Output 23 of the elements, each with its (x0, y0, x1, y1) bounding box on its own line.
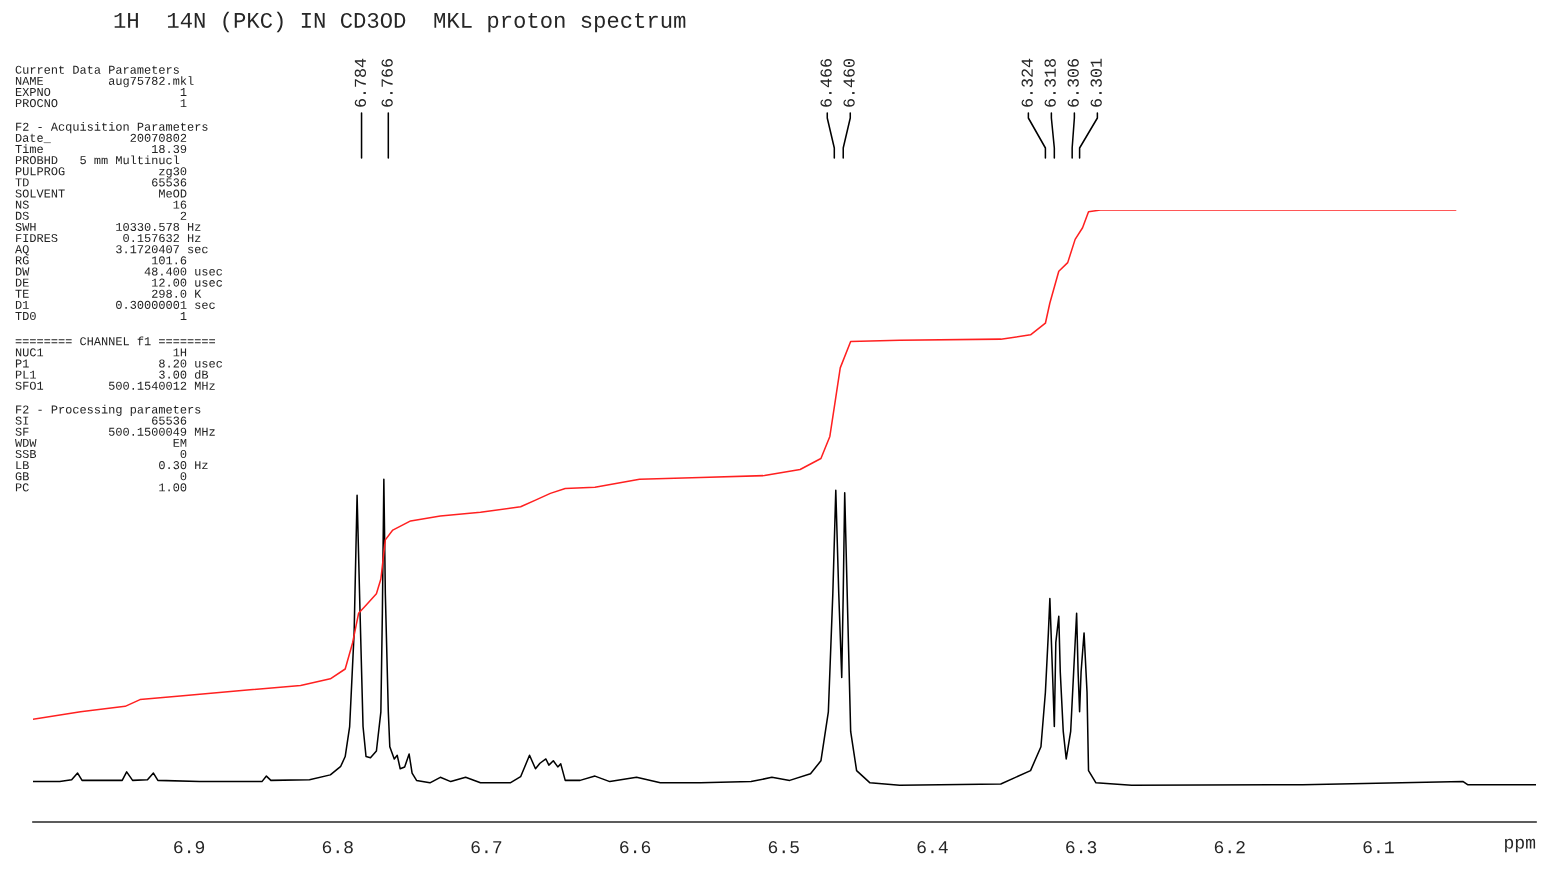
annotation: 6.466 (820, 59, 832, 107)
annotation: 6.301 (1090, 58, 1102, 107)
x-tick-label: 6.7 (471, 841, 502, 854)
x-tick-label: 6.3 (1066, 841, 1097, 854)
x-tick-label: 6.4 (917, 841, 948, 854)
text: F2 - Acquisition Parameters Date_ 20070802 Time 18.39 PROBHD 5 mm Multinucl PULPROG zg30 TD 65536 SOLVENT MeOD NS 16 DS 2 SWH 10330.578 Hz FIDRES 0.157632 Hz AQ 3.1720407 sec RG 101.6 DW 48.400 usec DE 12.00 usec TE 298.0 K D1 0.30000001 sec TD0 1 (15, 122, 222, 321)
x-tick-label: 6.8 (322, 841, 353, 854)
x-tick-label: 6.2 (1214, 841, 1245, 854)
chart-title: 1H 14N (PKC) IN CD3OD MKL proton spectrum (114, 11, 686, 33)
x-tick-label: 6.1 (1363, 841, 1394, 854)
annotation: 6.306 (1067, 59, 1079, 107)
annotation: ======== CHANNEL f1 ======== NUC1 1H P1 8.20 usec PL1 3.00 dB SFO1 500.1540012 MHz (15, 336, 222, 390)
annotation: 6.460 (843, 59, 855, 107)
x-tick-label: 6.6 (620, 841, 651, 854)
x-axis-title: ppm (1505, 838, 1536, 853)
annotation: 6.318 (1044, 59, 1056, 107)
x-tick-label: 6.5 (768, 841, 799, 854)
annotation: F2 - Processing parameters SI 65536 SF 500.1500049 MHz WDW EM SSB 0 LB 0.30 Hz GB 0 PC 1.00 (15, 404, 215, 492)
annotation: 6.784 (354, 58, 367, 107)
text: Current Data Parameters NAME aug75782.mkl EXPNO 1 PROCNO 1 (15, 65, 194, 108)
x-tick-label: 6.9 (174, 841, 205, 854)
annotation: 6.766 (381, 59, 393, 107)
annotation: 6.324 (1021, 58, 1033, 107)
